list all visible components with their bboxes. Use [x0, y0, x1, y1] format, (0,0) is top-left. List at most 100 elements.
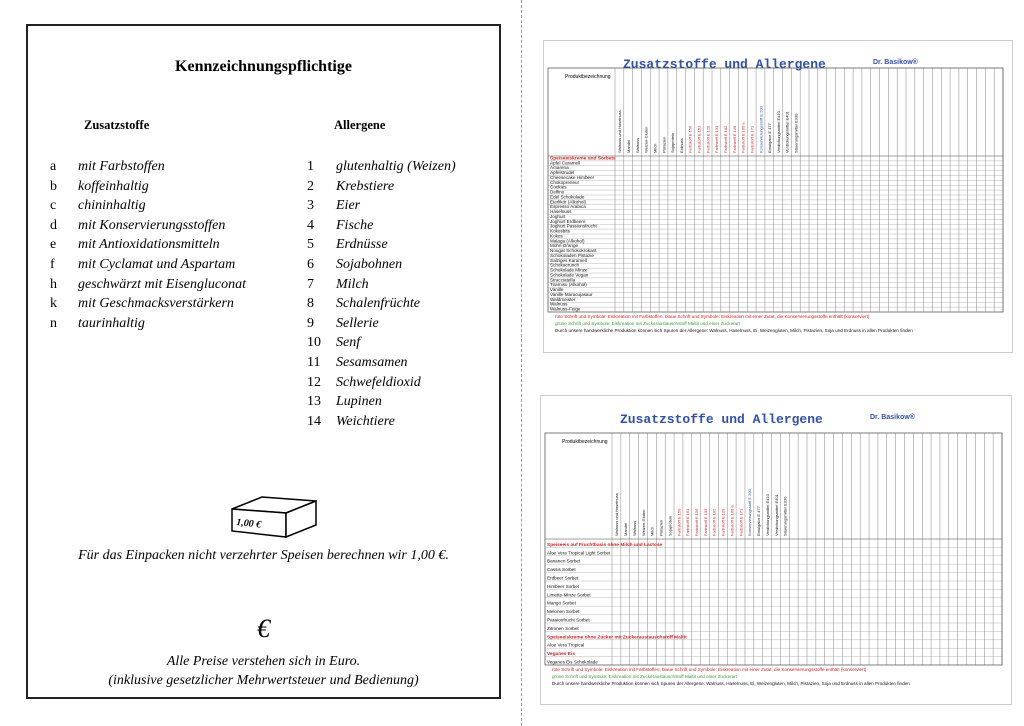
column-label: Pistazien	[659, 520, 664, 536]
item-code: b	[50, 178, 57, 194]
row-label: Kokosbits	[550, 229, 571, 234]
row-label: Passionfrucht Sorbet	[547, 618, 590, 623]
row-label: Espresso Arabica	[550, 204, 586, 209]
row-label: Schokoladen Pistazie	[550, 253, 594, 258]
row-label: Limette-Minze Sorbet	[547, 592, 591, 597]
item-text: glutenhaltig (Weizen)	[336, 159, 456, 174]
column-label: Weizen-Gluten	[641, 510, 646, 536]
column-label: Milch	[652, 144, 657, 153]
row-label: Cookies	[550, 185, 567, 190]
column-label: Verdickungsmittel E401	[774, 493, 779, 536]
row-label: Bananen Sorbet	[547, 559, 581, 564]
column-header: Produktbezeichnung	[565, 74, 611, 80]
note: grüne Schrift und Symbole: Eiskreation m…	[555, 321, 741, 326]
footer-line: Alle Preise verstehen sich in Euro.	[166, 654, 361, 669]
row-label: Speiseeiskreme und Sorbets	[550, 155, 616, 161]
row-label: Speiseeis auf Fruchtbasis ohne Milch und…	[547, 542, 662, 548]
row-label: Schokocrunch	[550, 263, 580, 268]
item-text: mit Antioxidationsmitteln	[78, 237, 220, 253]
item-code: 12	[307, 374, 321, 390]
column-label: Weizen-Gluten	[644, 127, 649, 153]
row-label: Edel Schokolade	[550, 194, 585, 199]
item-text: Senf	[336, 335, 361, 351]
row-label: Eierlikör (Alkohol)	[550, 199, 586, 204]
item-text: Weichtiere	[336, 413, 395, 429]
column-header: Produktbezeichnung	[562, 439, 608, 445]
row-label: Schokolade Minze	[550, 268, 588, 273]
row-label: Salziges Karamell	[550, 258, 587, 263]
column-label: Farbstoff E 120	[694, 508, 699, 536]
row-label: Vanille	[550, 287, 564, 292]
item-code: 8	[307, 296, 314, 312]
column-label: Farbstoff E 129	[732, 125, 737, 153]
sheet-border	[540, 395, 1012, 705]
column-label: Sojaprotein	[667, 516, 672, 536]
column-label: Säuerungsmittel E330	[794, 113, 799, 153]
note: rote Schrift und Symbole: Eiskreation mi…	[552, 667, 867, 672]
row-label: Chokopreneur	[550, 180, 580, 185]
note: Durch unsere handwerkliche Produktion kö…	[552, 681, 910, 686]
item-code: 3	[307, 198, 314, 214]
column-label: Walnuss und Haselnuss	[614, 493, 619, 536]
allergen-sheet: Zusatzstoffe und Allergene Dr. Basikow® Pr…	[540, 395, 1012, 705]
item-text: Schalenfrüchte	[336, 296, 420, 312]
row-label: Apfel Caramell	[550, 160, 580, 165]
row-label: Walnuss	[550, 302, 568, 307]
separator	[521, 0, 522, 726]
column-label: Konservierungsstoff E 200	[747, 488, 752, 536]
item-text: chininhaltig	[78, 198, 146, 214]
item-text: mit Cyclamat und Aspartam	[78, 257, 236, 272]
item-code: 5	[307, 237, 314, 253]
item-code: n	[50, 315, 57, 331]
column-label: Farbstoff E 129	[721, 508, 726, 536]
row-label: Melonen Sorbet	[547, 609, 580, 614]
item-text: geschwärzt mit Eisengluconat	[78, 276, 246, 292]
row-label: Kokos	[550, 233, 563, 238]
row-label: Mohn Orange	[550, 243, 579, 248]
item-code: 9	[307, 315, 314, 331]
column-label: Mandel	[626, 140, 631, 153]
row-label: Mango Sorbet	[547, 601, 577, 606]
column-label: Farbstoff E 151	[697, 125, 702, 153]
column-label: Farbstoff E 171	[738, 508, 743, 536]
item-code: f	[50, 257, 55, 272]
row-label: Joghurt Passionsfrucht	[550, 224, 597, 229]
sheet-title: Zusatzstoffe und Allergene	[620, 412, 823, 427]
column-label: Verdickungsmittel E401	[785, 110, 790, 153]
row-label: Amarena	[550, 165, 569, 170]
row-label: Veganes Eis	[547, 651, 575, 657]
item-text: Sellerie	[336, 315, 379, 331]
item-text: Milch	[336, 276, 369, 292]
row-label: Walnuss-Feige	[550, 307, 581, 312]
euro-symbol: €	[257, 614, 270, 643]
column-label: Milch	[650, 527, 655, 536]
column-label: Farbstoff E 102	[723, 125, 728, 153]
item-text: Fische	[336, 217, 374, 233]
item-code: h	[50, 276, 57, 292]
row-label: Cassis Sorbet	[547, 567, 576, 572]
row-label: Tiramisu (Alkohol)	[550, 282, 587, 287]
info-panel: Kennzeichnungspflichtige Zusatzstoffe Al…	[26, 24, 501, 699]
sheet-border	[543, 40, 1013, 353]
column-label: Farbstoff E 120	[705, 125, 710, 153]
note: grüne Schrift und Symbole: Eiskreation m…	[552, 674, 738, 679]
packing-note: Für das Einpacken nicht verzehrter Speis…	[78, 548, 449, 563]
row-label: Veganes Eis Schokolade	[547, 660, 598, 665]
box-label: 1,00 €	[236, 517, 263, 531]
column-label: Erdnuss	[679, 138, 684, 153]
row-label: Waldmeister	[550, 297, 576, 302]
item-text: mit Farbstoffen	[78, 159, 165, 174]
row-label: Apfelstrudel	[550, 170, 574, 175]
item-code: 7	[307, 276, 314, 292]
note: rote Schrift und Symbole: Eiskreation mi…	[555, 314, 870, 319]
column-label: Emulgator E 477	[767, 122, 772, 153]
row-label: Aloe Vera Tropical	[547, 643, 584, 648]
column-label: Farbstoff E 102	[712, 508, 717, 536]
row-label: Nougat Schokokrokant	[550, 248, 597, 253]
item-text: Eier	[336, 198, 361, 214]
item-code: d	[50, 217, 57, 233]
item-code: e	[50, 237, 57, 253]
row-label: Haselnuss	[550, 209, 572, 214]
column-label: Sojaprotein	[670, 133, 675, 153]
